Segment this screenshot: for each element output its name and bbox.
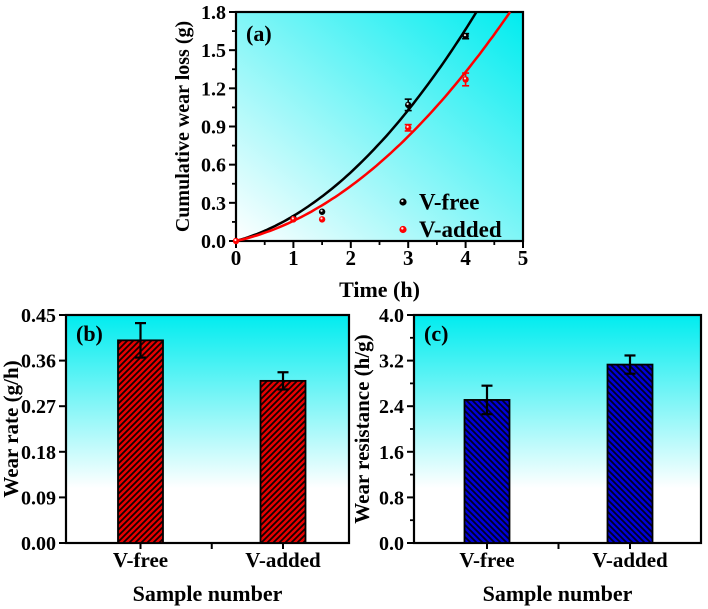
x-axis-title: Sample number (483, 581, 633, 606)
y-tick-label: 0.0 (379, 533, 404, 555)
y-tick-label: 1.2 (201, 78, 226, 100)
legend-label-v-added: V-added (419, 217, 502, 242)
bar-v-added (259, 379, 307, 544)
y-tick-label: 0.09 (21, 487, 56, 509)
legend-marker-highlight (401, 199, 404, 203)
x-tick-label: 5 (518, 246, 529, 270)
legend-marker-v-free (399, 198, 407, 206)
x-tick-label: 1 (288, 246, 299, 270)
legend-marker-highlight (401, 227, 404, 230)
y-tick-label: 0.18 (21, 442, 56, 464)
y-tick-label: 0.0 (201, 231, 226, 253)
y-tick-label: 0.00 (21, 533, 56, 555)
data-point-v-free (405, 101, 412, 109)
x-tick-label: 2 (346, 246, 357, 270)
data-point-highlight (320, 217, 323, 220)
x-tick-label: 3 (403, 246, 414, 270)
category-label-v-added: V-added (245, 548, 321, 572)
data-point-v-added (232, 237, 240, 245)
y-tick-label: 0.8 (379, 487, 404, 509)
data-point-highlight (320, 209, 323, 212)
bar-v-added (606, 363, 654, 544)
panel-c: 0.0 0.8 1.6 2.4 3.2 4.0 V-free V-added Sample nu… (350, 305, 703, 606)
panel-label-b: (b) (76, 321, 103, 346)
bar-v-free (117, 339, 164, 544)
data-point-highlight (234, 238, 237, 242)
legend-label-v-free: V-free (419, 190, 479, 215)
panel-b: 0.00 0.09 0.18 0.27 0.36 0.45 V-free V-added Sam… (0, 305, 351, 606)
plot-area (412, 313, 703, 545)
y-tick-label: 0.45 (21, 305, 56, 327)
y-tick-label: 0.9 (201, 117, 226, 139)
data-point-v-free (462, 32, 469, 40)
y-tick-label: 1.8 (201, 2, 226, 24)
panel-label-a: (a) (246, 21, 272, 46)
x-tick-label: 4 (460, 246, 471, 270)
y-tick-label: 0.36 (21, 351, 56, 373)
x-tick-label: 0 (231, 246, 242, 270)
category-label-v-free: V-free (459, 548, 514, 572)
bar-v-free (463, 399, 511, 544)
data-point-v-added (290, 216, 297, 223)
y-tick-label: 3.2 (379, 351, 404, 373)
y-tick-label: 2.4 (379, 396, 404, 418)
panel-label-c: (c) (424, 321, 448, 346)
y-tick-label: 4.0 (379, 305, 404, 327)
y-tick-label: 0.3 (201, 193, 226, 215)
y-axis-title: Wear resistance (h/g) (350, 334, 374, 523)
category-label-v-added: V-added (592, 548, 668, 572)
y-tick-label: 1.5 (201, 40, 226, 62)
data-point-highlight (406, 102, 409, 105)
data-point-highlight (291, 217, 294, 220)
data-point-highlight (463, 77, 467, 80)
data-point-highlight (463, 34, 467, 37)
plot-area (64, 313, 351, 545)
plot-area (234, 10, 525, 243)
y-tick-label: 0.6 (201, 155, 226, 177)
category-label-v-free: V-free (113, 548, 168, 572)
data-point-v-added (462, 76, 469, 83)
x-axis-title: Sample number (133, 581, 283, 606)
panel-a: 0.0 0.3 0.6 0.9 1.2 1.5 1.8 0 1 2 3 4 5 Time (h) Cumul… (172, 2, 528, 302)
data-point-v-added (318, 216, 326, 223)
data-point-v-free (318, 208, 326, 215)
x-axis-title: Time (h) (339, 277, 420, 302)
data-point-highlight (406, 125, 409, 128)
y-tick-label: 1.6 (379, 442, 404, 464)
fit-curve-v-free (235, 11, 478, 243)
data-point-v-added (405, 124, 412, 131)
y-tick-label: 0.27 (21, 396, 56, 418)
legend-marker-v-added (399, 225, 407, 234)
y-axis-title: Cumulative wear loss (g) (172, 21, 194, 232)
y-axis-title: Wear rate (g/h) (0, 360, 23, 497)
